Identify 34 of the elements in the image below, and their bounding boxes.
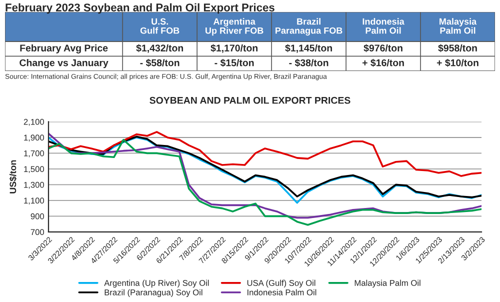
text: + $16/ton (362, 58, 404, 67)
legend-label: USA (Gulf) Soy Oil (247, 280, 316, 288)
text: - $58/ton (140, 58, 180, 67)
text: - $15/ton (214, 58, 254, 67)
text: February 2023 Soybean and Palm Oil Export Prices (6, 3, 274, 14)
text: $1,432/ton (136, 44, 184, 53)
y-tick-label: 1,700 (24, 150, 44, 158)
category-label: February Avg Price (20, 44, 108, 54)
text: $976/ton (364, 44, 402, 52)
y-tick-label: 1,900 (24, 134, 44, 142)
category-label: U.S. Gulf FOB (140, 18, 180, 34)
text: $1,145/ton (285, 44, 332, 53)
legend-label: Brazil (Paranagua) Soy Oil (104, 289, 202, 297)
y-axis-title: US$/ton (9, 160, 17, 194)
category-label: Change vs January (20, 59, 108, 68)
legend-label: Indonesia Palm Oil (248, 289, 316, 296)
chart-title: SOYBEAN AND PALM OIL EXPORT PRICES (150, 96, 350, 104)
text: $958/ton (438, 44, 477, 52)
text: - $38/ton (289, 58, 328, 67)
legend-label: Malaysia Palm Oil (354, 280, 420, 288)
y-tick-label: 1,300 (24, 182, 44, 189)
text: + $10/ton (436, 58, 478, 67)
line-series (48, 131, 482, 177)
category-label: Argentina Up River FOB (206, 18, 264, 36)
text: $1,170/ton (210, 44, 258, 53)
category-label: Brazil Paranagua FOB (276, 18, 342, 36)
category-label: Indonesia Palm Oil (362, 18, 404, 34)
y-tick-label: 1,100 (24, 198, 44, 205)
legend-label: Argentina (Up River) Soy Oil (104, 280, 209, 288)
category-label: Malaysia Palm Oil (440, 18, 477, 34)
y-tick-label: 2,100 (24, 118, 44, 126)
y-tick-label: 900 (30, 213, 44, 220)
y-tick-label: 1,500 (24, 166, 44, 174)
y-tick-label: 700 (30, 229, 44, 236)
